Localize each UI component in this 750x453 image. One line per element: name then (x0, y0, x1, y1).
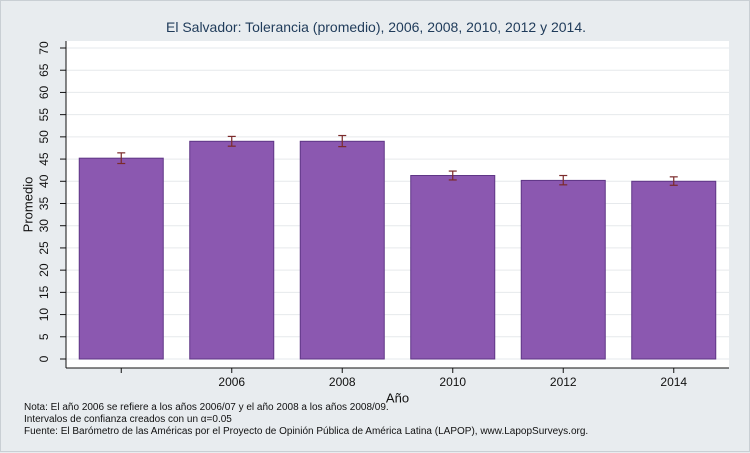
y-tick-label: 15 (37, 285, 51, 299)
y-tick-label: 35 (37, 197, 51, 211)
y-tick-label: 5 (37, 333, 51, 340)
y-tick-label: 55 (37, 108, 51, 122)
note-line-1: Nota: El año 2006 se refiere a los años … (24, 402, 389, 413)
x-tick-label: 2006 (218, 375, 245, 389)
chart-title: El Salvador: Tolerancia (promedio), 2006… (165, 19, 587, 35)
y-tick-label: 40 (37, 174, 51, 188)
bar (78, 157, 164, 360)
y-tick-label: 30 (37, 219, 51, 233)
y-axis-title: Promedio (20, 177, 35, 233)
plot-area (66, 41, 729, 368)
x-tick-label: 2014 (660, 375, 687, 389)
y-tick-label: 65 (37, 63, 51, 77)
bar (520, 179, 606, 360)
chart-notes: Nota: El año 2006 se refiere a los años … (24, 402, 724, 438)
x-tick-label: 2008 (329, 375, 356, 389)
y-tick-label: 70 (37, 41, 51, 55)
y-tick-label: 60 (37, 85, 51, 99)
y-tick-label: 20 (37, 263, 51, 277)
note-source: Fuente: El Barómetro de las Américas por… (24, 426, 589, 437)
bar (189, 140, 275, 360)
y-tick-label: 0 (37, 355, 51, 362)
bar (299, 140, 385, 360)
bar (631, 180, 717, 360)
x-tick-label: 2010 (439, 375, 466, 389)
y-tick-label: 45 (37, 152, 51, 166)
y-tick-label: 50 (37, 130, 51, 144)
y-tick-label: 25 (37, 241, 51, 255)
x-axis-title: Año (386, 391, 409, 406)
x-tick-label: 2012 (550, 375, 577, 389)
bar (410, 175, 496, 360)
y-tick-label: 10 (37, 308, 51, 322)
note-line-2: Intervalos de confianza creados con un α… (24, 414, 232, 425)
